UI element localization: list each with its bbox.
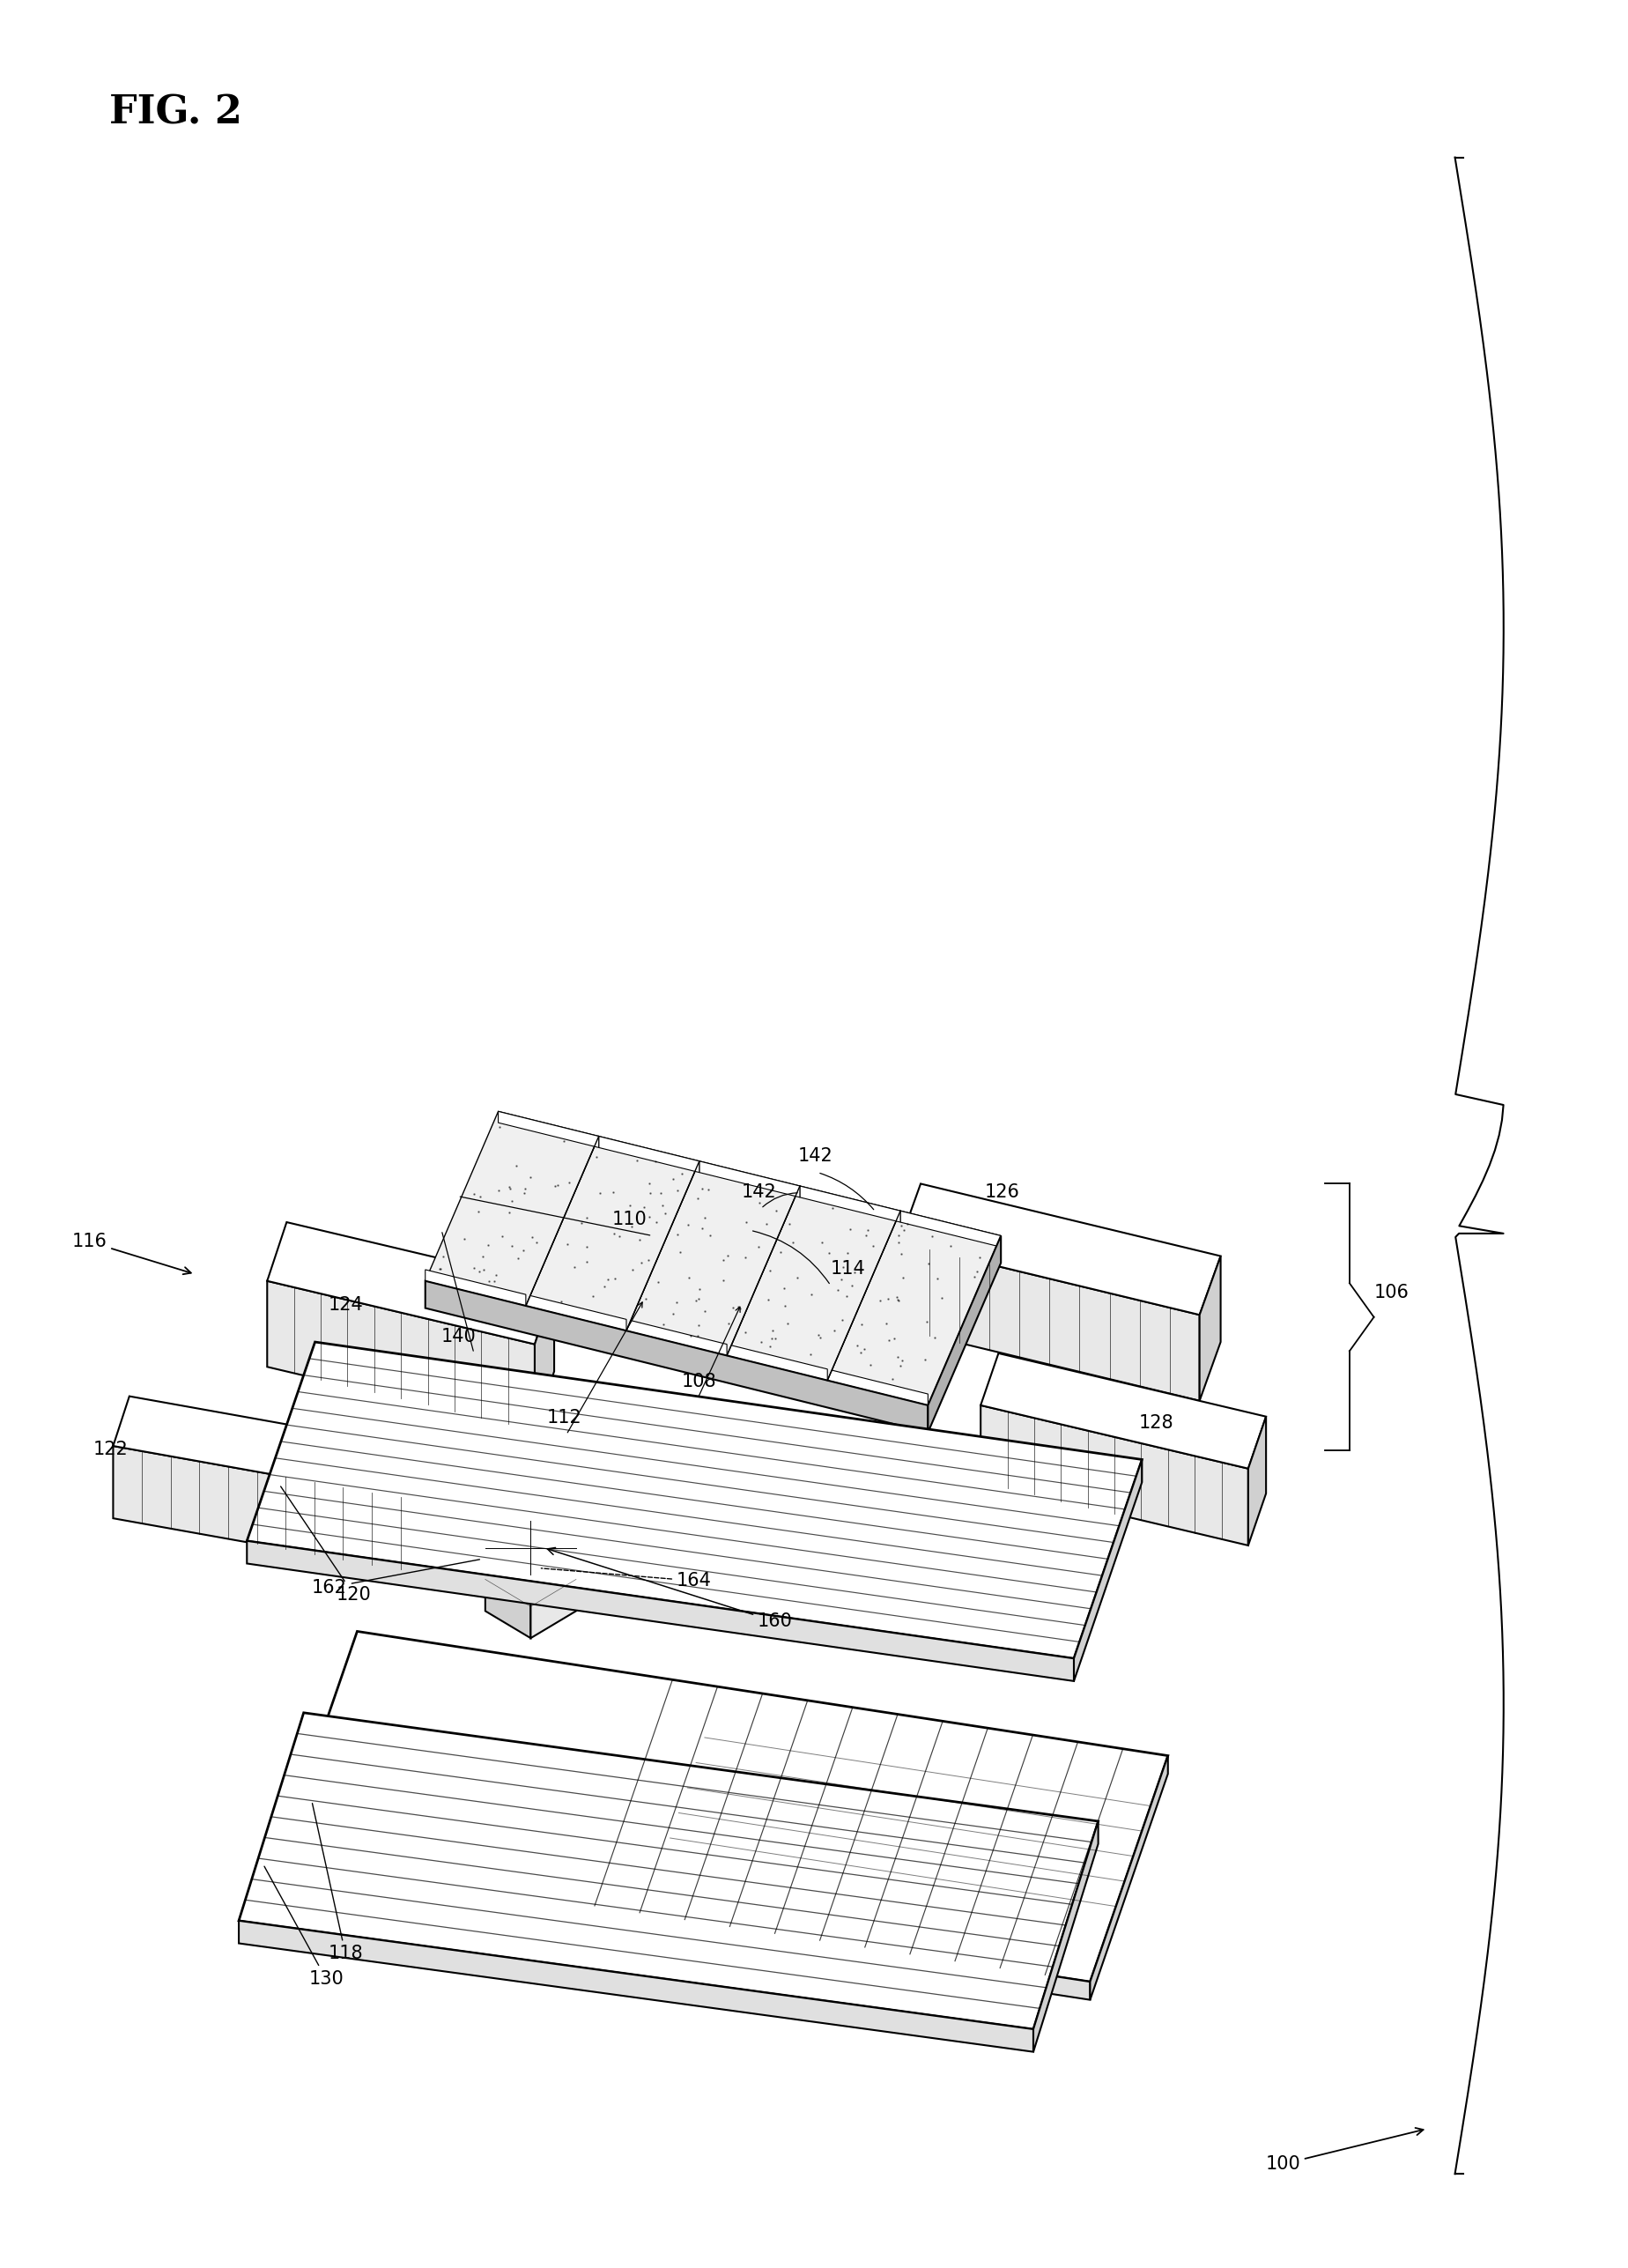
Polygon shape (899, 1243, 1198, 1402)
Polygon shape (485, 1547, 531, 1637)
Polygon shape (726, 1186, 900, 1381)
Polygon shape (112, 1447, 430, 1574)
Polygon shape (627, 1161, 799, 1356)
Text: 110: 110 (612, 1211, 646, 1227)
Polygon shape (498, 1111, 599, 1148)
Text: 116: 116 (72, 1234, 190, 1275)
Polygon shape (1089, 1755, 1167, 2000)
Polygon shape (980, 1354, 1265, 1470)
Polygon shape (599, 1136, 698, 1173)
Polygon shape (267, 1281, 534, 1431)
Text: 124: 124 (327, 1297, 363, 1313)
Polygon shape (534, 1286, 554, 1431)
Text: 142: 142 (741, 1184, 777, 1200)
Polygon shape (726, 1345, 827, 1381)
Polygon shape (425, 1281, 928, 1433)
Text: 126: 126 (985, 1184, 1019, 1200)
Text: 162: 162 (311, 1560, 479, 1597)
Polygon shape (627, 1320, 726, 1356)
Text: FIG. 2: FIG. 2 (109, 93, 243, 132)
Text: 140: 140 (441, 1327, 477, 1345)
Polygon shape (526, 1295, 627, 1331)
Polygon shape (526, 1136, 698, 1331)
Text: 122: 122 (93, 1440, 129, 1458)
Text: 142: 142 (798, 1148, 834, 1166)
Polygon shape (278, 1857, 1089, 2000)
Polygon shape (980, 1406, 1247, 1545)
Text: 100: 100 (1265, 2127, 1423, 2173)
Polygon shape (531, 1547, 576, 1637)
Polygon shape (267, 1222, 554, 1345)
Polygon shape (425, 1111, 599, 1306)
Polygon shape (247, 1343, 1141, 1658)
Polygon shape (1247, 1418, 1265, 1545)
Polygon shape (899, 1184, 1219, 1315)
Polygon shape (827, 1211, 1000, 1406)
Polygon shape (278, 1631, 1167, 1982)
Text: 128: 128 (1138, 1413, 1174, 1431)
Polygon shape (1198, 1256, 1219, 1402)
Polygon shape (1073, 1461, 1141, 1681)
Text: 114: 114 (830, 1261, 864, 1277)
Text: 160: 160 (547, 1547, 793, 1631)
Polygon shape (112, 1397, 446, 1501)
Polygon shape (799, 1186, 900, 1222)
Polygon shape (1032, 1821, 1097, 2053)
Polygon shape (239, 1921, 1032, 2053)
Text: 108: 108 (681, 1372, 716, 1390)
Text: 118: 118 (313, 1803, 363, 1962)
Text: 112: 112 (547, 1408, 581, 1427)
Text: 120: 120 (280, 1486, 371, 1603)
Text: 106: 106 (1372, 1284, 1408, 1302)
Polygon shape (485, 1520, 576, 1574)
Polygon shape (239, 1712, 1097, 2030)
Text: 130: 130 (264, 1867, 344, 1987)
Polygon shape (827, 1370, 928, 1406)
Text: 164: 164 (540, 1567, 711, 1590)
Polygon shape (247, 1540, 1073, 1681)
Polygon shape (698, 1161, 799, 1198)
Polygon shape (430, 1454, 446, 1574)
Polygon shape (900, 1211, 1000, 1247)
Polygon shape (425, 1270, 526, 1306)
Polygon shape (928, 1236, 1000, 1433)
